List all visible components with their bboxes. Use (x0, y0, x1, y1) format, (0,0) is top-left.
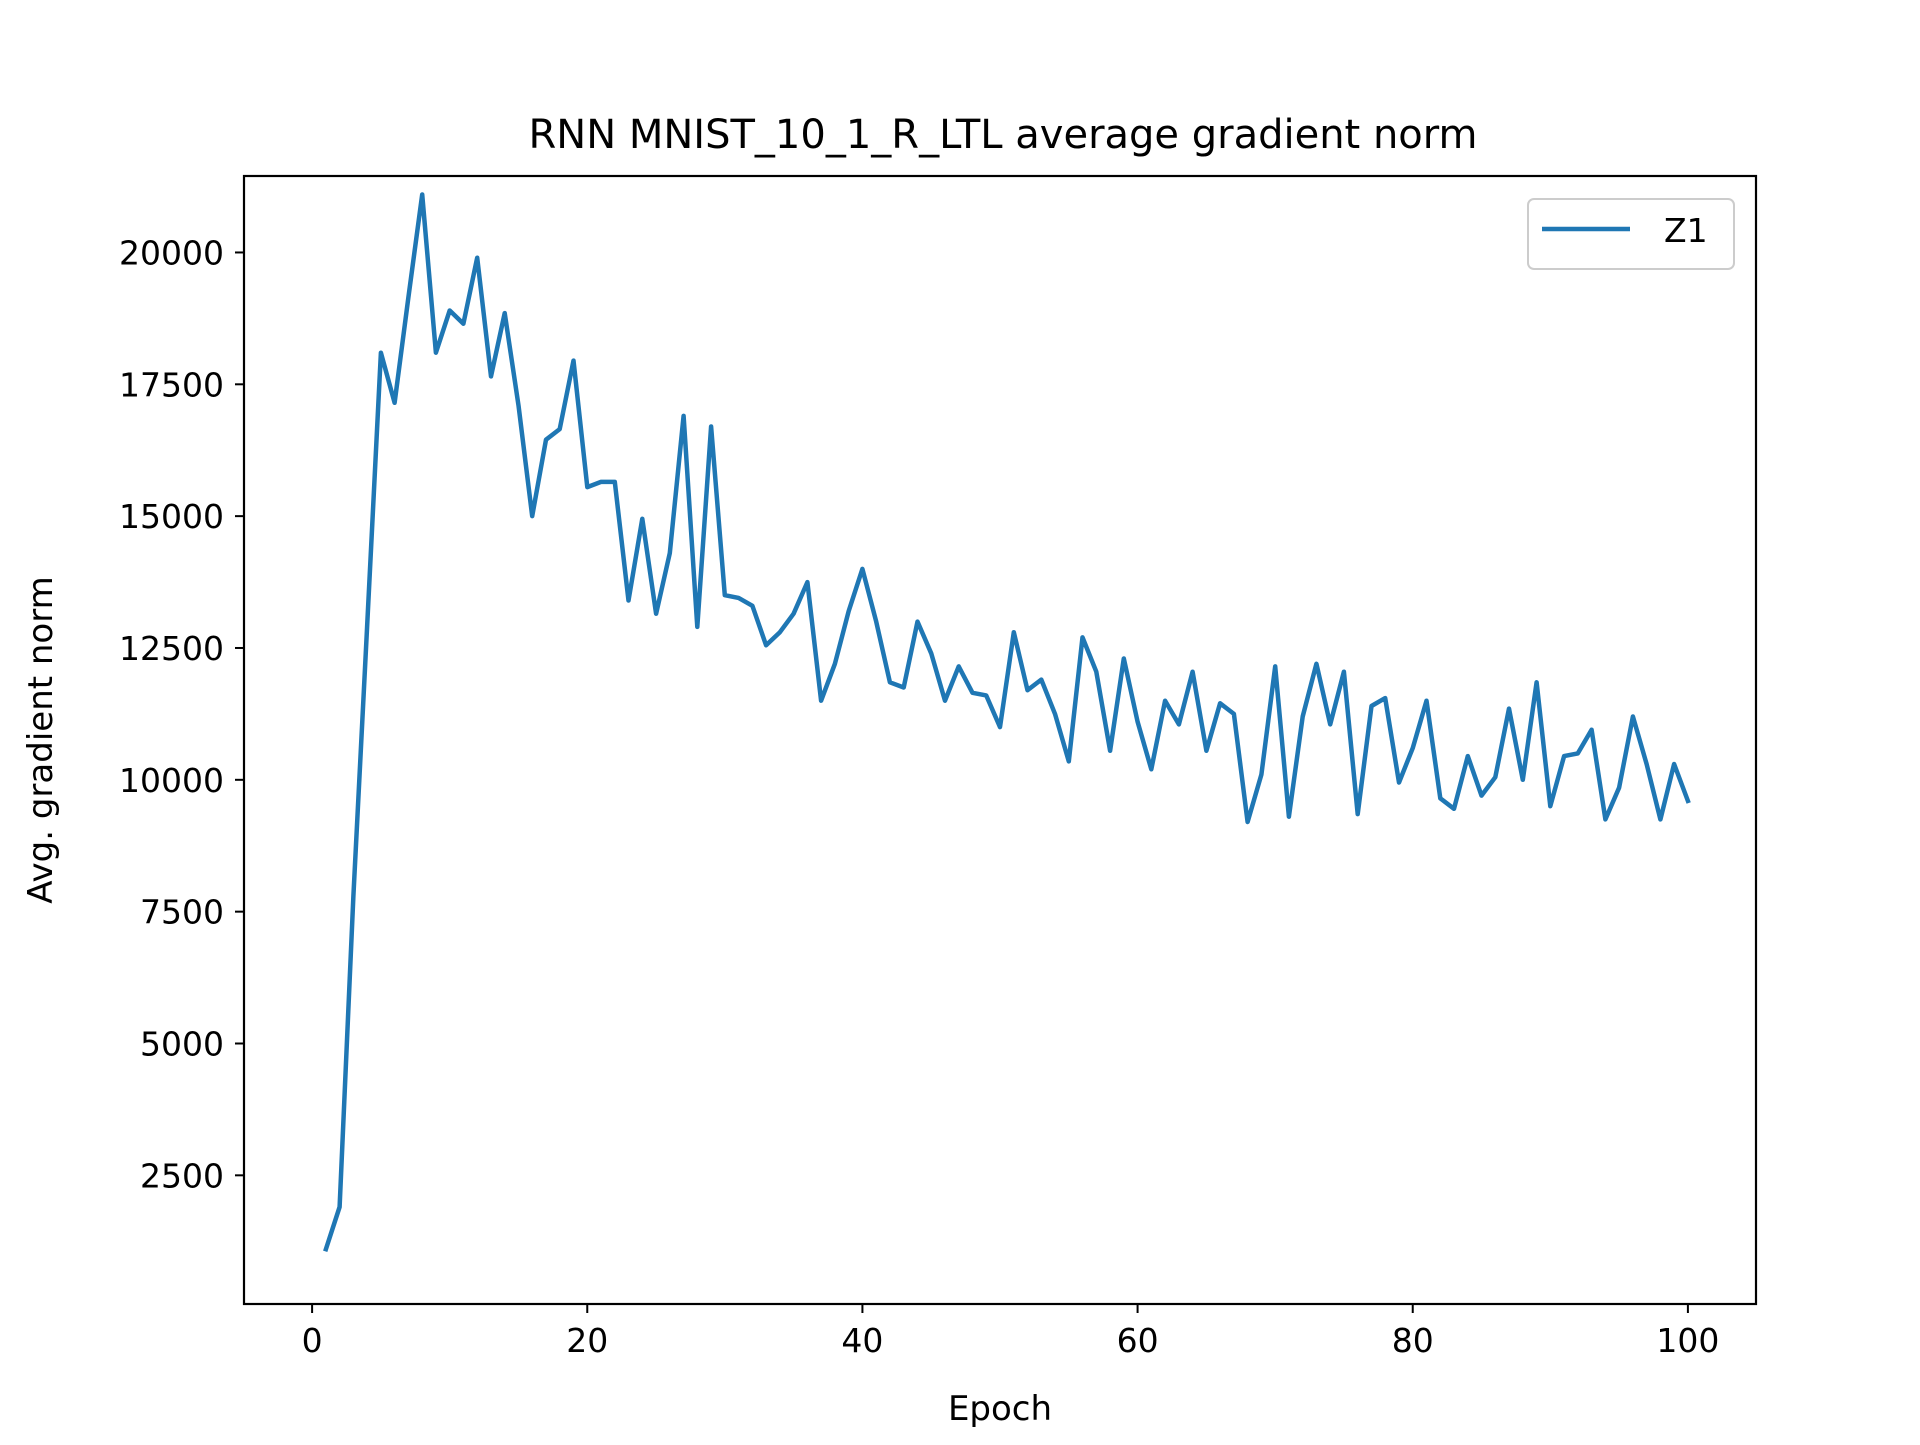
y-tick-label: 17500 (119, 365, 224, 404)
x-tick-label: 20 (566, 1321, 608, 1360)
legend-label-z1: Z1 (1664, 211, 1708, 250)
y-tick-label: 7500 (140, 893, 224, 932)
x-tick-label: 0 (302, 1321, 323, 1360)
x-axis-label: Epoch (948, 1389, 1052, 1429)
y-tick-label: 10000 (119, 761, 224, 800)
x-tick-label: 60 (1117, 1321, 1159, 1360)
y-axis-label: Avg. gradient norm (21, 576, 61, 903)
x-tick-label: 100 (1656, 1321, 1719, 1360)
x-tick-label: 40 (841, 1321, 883, 1360)
y-tick-label: 5000 (140, 1024, 224, 1063)
y-tick-label: 12500 (119, 629, 224, 668)
y-tick-label: 15000 (119, 497, 224, 536)
y-tick-label: 20000 (119, 233, 224, 272)
legend: Z1 (1528, 199, 1734, 269)
y-tick-label: 2500 (140, 1156, 224, 1195)
x-tick-label: 80 (1392, 1321, 1434, 1360)
chart-title: RNN MNIST_10_1_R_LTL average gradient no… (529, 112, 1478, 158)
